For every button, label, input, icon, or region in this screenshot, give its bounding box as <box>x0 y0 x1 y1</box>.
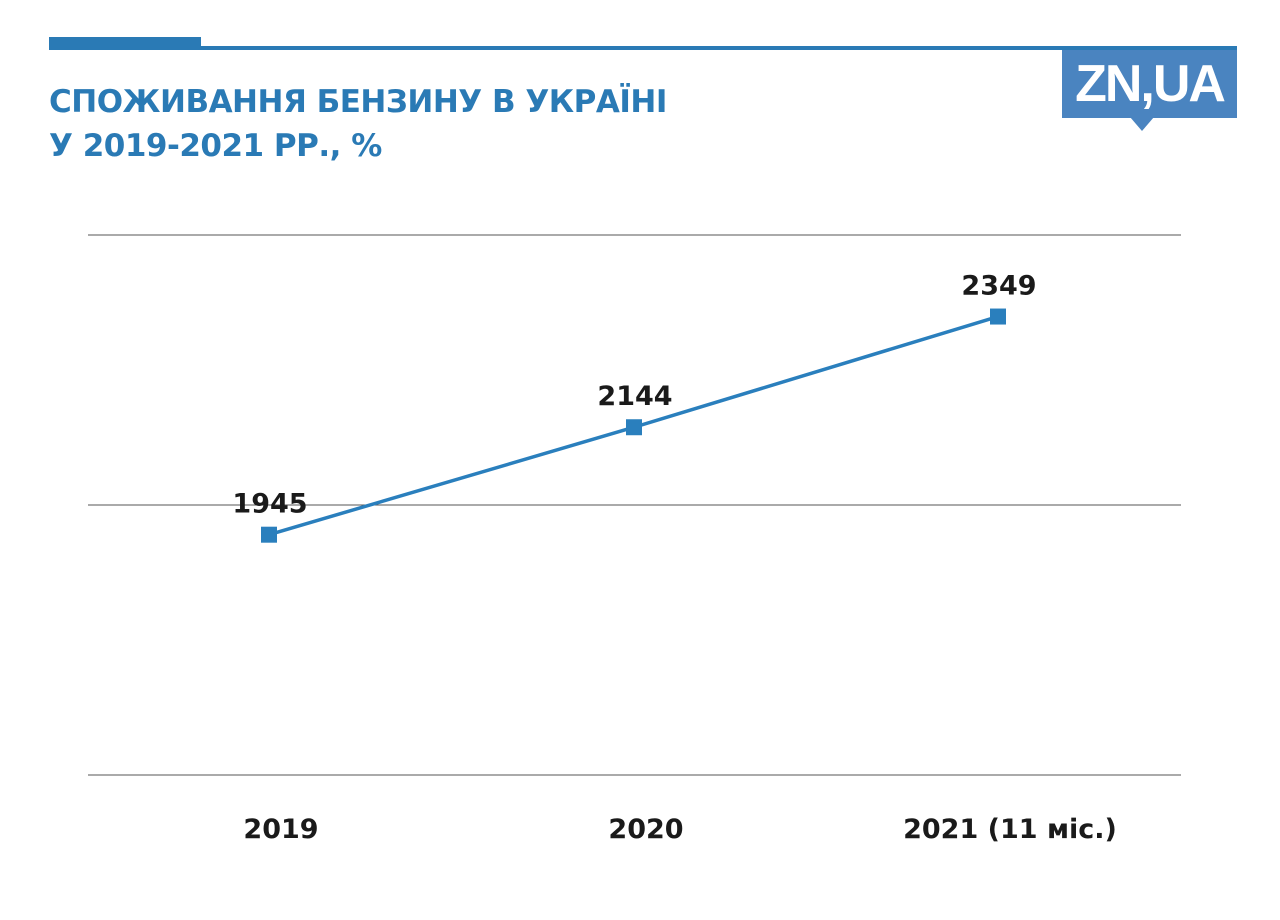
data-point-marker <box>990 308 1006 325</box>
header-rule <box>49 46 1237 50</box>
title-line-2: У 2019-2021 РР., % <box>49 128 382 164</box>
data-point-marker <box>261 526 277 543</box>
data-label: 2349 <box>961 271 1036 302</box>
x-tick-label: 2020 <box>608 814 683 845</box>
zn-ua-logo: ZN,UA <box>1062 50 1237 118</box>
chart-title: СПОЖИВАННЯ БЕНЗИНУ В УКРАЇНІ У 2019-2021… <box>49 80 667 168</box>
x-tick-label: 2019 <box>243 814 318 845</box>
logo-speech-tail <box>1130 117 1154 131</box>
data-label: 2144 <box>597 381 672 412</box>
title-line-1: СПОЖИВАННЯ БЕНЗИНУ В УКРАЇНІ <box>49 84 667 120</box>
data-label: 1945 <box>232 489 307 520</box>
data-point-marker <box>626 419 642 436</box>
x-tick-label: 2021 (11 міс.) <box>903 814 1117 845</box>
